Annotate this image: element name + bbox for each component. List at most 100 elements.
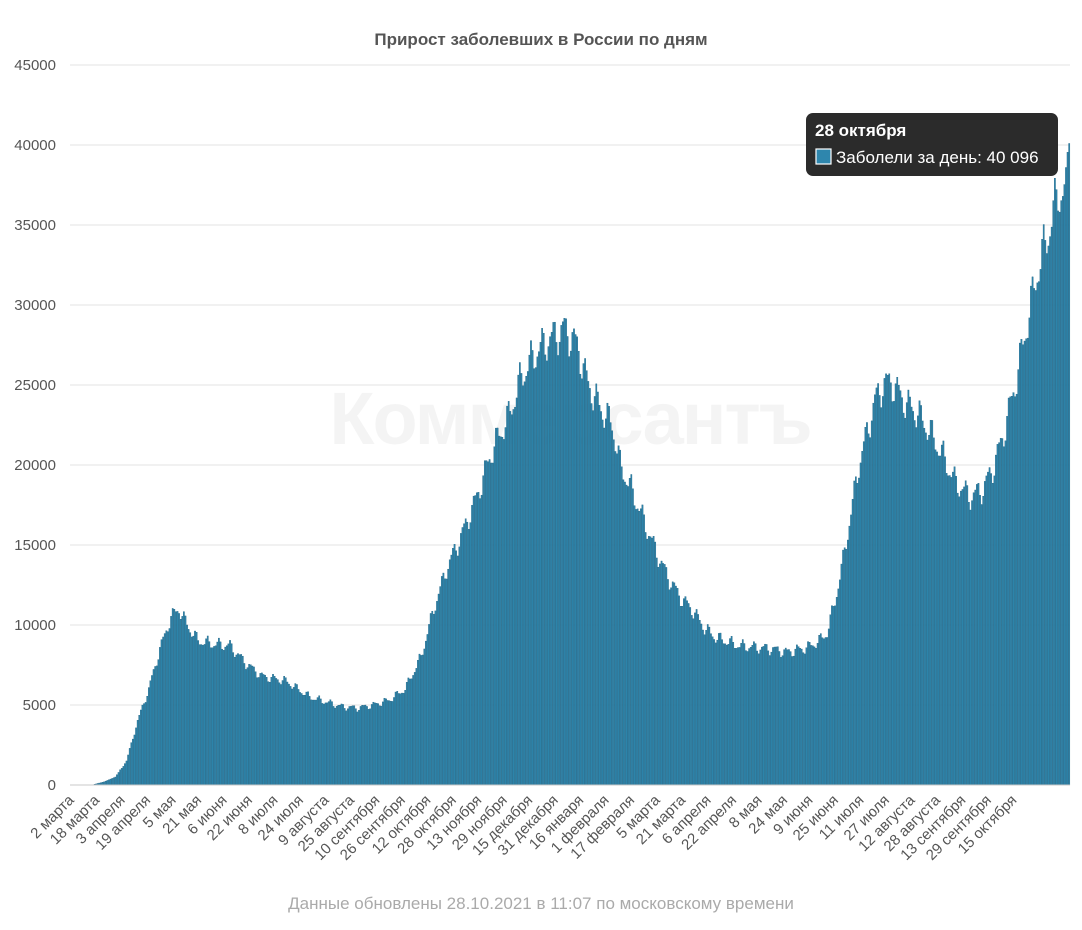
bar[interactable] — [756, 650, 758, 786]
bar[interactable] — [265, 677, 268, 786]
bar[interactable] — [711, 636, 714, 786]
bar[interactable] — [450, 554, 453, 786]
bar[interactable] — [348, 706, 351, 786]
bar[interactable] — [847, 539, 849, 786]
bar[interactable] — [519, 362, 521, 786]
bar[interactable] — [912, 411, 914, 786]
bar[interactable] — [633, 505, 636, 786]
bar[interactable] — [976, 484, 978, 786]
bar[interactable] — [979, 495, 981, 786]
bar[interactable] — [856, 483, 859, 786]
bar[interactable] — [155, 665, 158, 786]
bar[interactable] — [313, 699, 316, 786]
bar[interactable] — [547, 346, 550, 786]
bar[interactable] — [966, 485, 969, 786]
bar[interactable] — [988, 467, 991, 786]
bar[interactable] — [1039, 269, 1042, 786]
bar[interactable] — [319, 698, 322, 786]
bar[interactable] — [783, 649, 786, 786]
bar[interactable] — [512, 409, 515, 786]
bar[interactable] — [195, 631, 198, 786]
bar[interactable] — [522, 385, 524, 786]
bar[interactable] — [929, 419, 932, 786]
bar[interactable] — [703, 634, 706, 786]
bar[interactable] — [202, 645, 204, 786]
bar[interactable] — [576, 336, 578, 786]
bar[interactable] — [218, 637, 220, 786]
bar[interactable] — [461, 527, 464, 786]
bar[interactable] — [577, 351, 580, 786]
bar[interactable] — [933, 437, 935, 786]
bar[interactable] — [176, 611, 179, 786]
bar[interactable] — [810, 645, 813, 786]
bar[interactable] — [848, 525, 851, 786]
bar[interactable] — [418, 653, 421, 786]
bar[interactable] — [1014, 396, 1016, 786]
bar[interactable] — [636, 508, 639, 786]
bar[interactable] — [705, 630, 707, 786]
bar[interactable] — [1015, 393, 1018, 786]
bar[interactable] — [544, 354, 547, 786]
bar[interactable] — [205, 638, 207, 786]
bar[interactable] — [797, 646, 800, 786]
bar[interactable] — [826, 637, 828, 786]
bar[interactable] — [592, 410, 594, 786]
bar[interactable] — [643, 514, 645, 786]
bar[interactable] — [1026, 337, 1029, 786]
bar[interactable] — [345, 710, 348, 786]
bar[interactable] — [837, 588, 840, 786]
bar[interactable] — [490, 462, 493, 786]
bar[interactable] — [402, 692, 405, 786]
bar[interactable] — [299, 692, 301, 786]
bar[interactable] — [310, 699, 313, 786]
bar[interactable] — [203, 644, 206, 786]
bar[interactable] — [761, 646, 763, 786]
bar[interactable] — [229, 640, 231, 786]
bar[interactable] — [514, 406, 516, 786]
bar[interactable] — [872, 402, 875, 786]
bar[interactable] — [590, 403, 593, 786]
bar[interactable] — [216, 641, 219, 786]
bar[interactable] — [950, 477, 953, 786]
bar[interactable] — [463, 523, 465, 786]
bar[interactable] — [383, 697, 386, 786]
bar[interactable] — [375, 703, 378, 786]
bar[interactable] — [987, 471, 989, 786]
bar[interactable] — [1009, 396, 1012, 786]
bar[interactable] — [980, 504, 983, 786]
bar[interactable] — [141, 704, 144, 786]
bar[interactable] — [273, 676, 276, 786]
bar[interactable] — [533, 368, 536, 786]
bar[interactable] — [1022, 344, 1024, 786]
bar[interactable] — [584, 358, 586, 786]
bar[interactable] — [582, 363, 585, 786]
bar[interactable] — [297, 689, 300, 786]
bar[interactable] — [925, 432, 927, 786]
bar[interactable] — [488, 459, 491, 786]
bar[interactable] — [213, 646, 215, 786]
bar[interactable] — [159, 647, 161, 786]
bar[interactable] — [1047, 245, 1050, 786]
bar[interactable] — [417, 660, 419, 786]
bar[interactable] — [394, 691, 397, 786]
bar[interactable] — [667, 579, 669, 786]
bar[interactable] — [304, 694, 306, 786]
bar[interactable] — [267, 681, 270, 786]
bar[interactable] — [649, 536, 652, 786]
bar[interactable] — [816, 643, 819, 786]
bar[interactable] — [792, 655, 795, 786]
bar[interactable] — [896, 377, 899, 786]
bar[interactable] — [877, 383, 879, 786]
bar[interactable] — [729, 638, 731, 786]
bar[interactable] — [598, 405, 601, 786]
bar[interactable] — [905, 402, 908, 786]
bar[interactable] — [748, 648, 750, 786]
bar[interactable] — [305, 691, 308, 786]
bar[interactable] — [245, 669, 247, 786]
bar[interactable] — [1031, 276, 1034, 786]
bar[interactable] — [335, 706, 338, 786]
bar[interactable] — [738, 647, 741, 786]
bar[interactable] — [374, 702, 376, 786]
bar[interactable] — [960, 490, 962, 786]
bar[interactable] — [480, 494, 483, 786]
